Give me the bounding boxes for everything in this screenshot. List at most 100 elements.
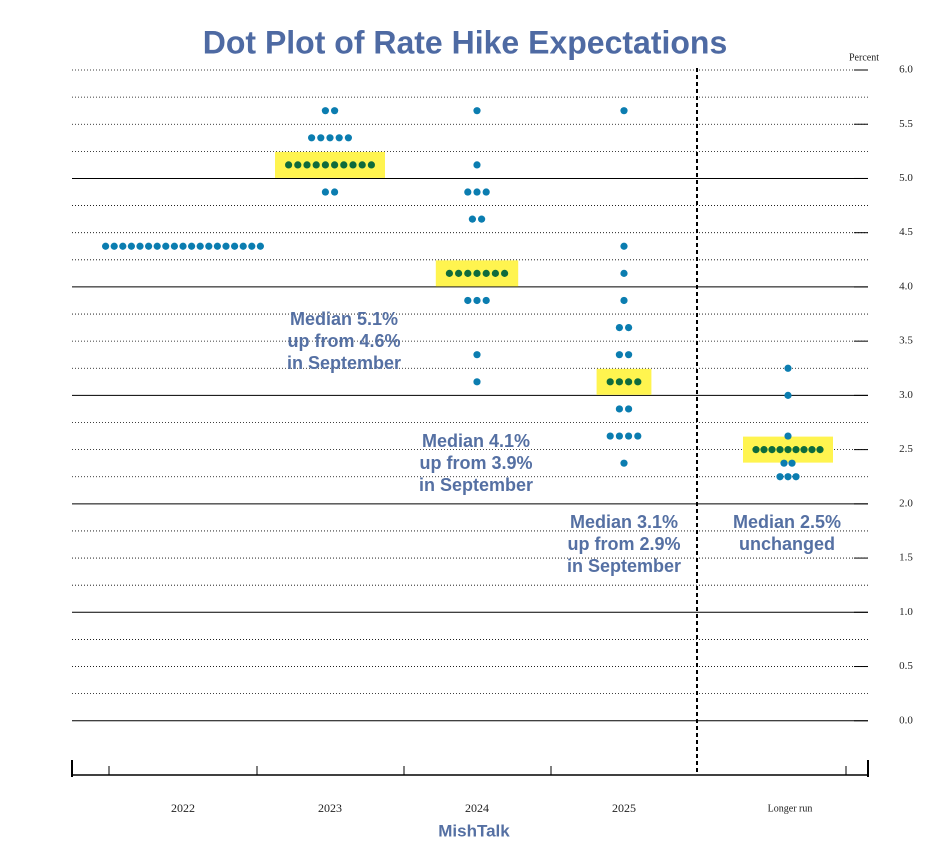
dot [620, 296, 628, 305]
annotation: up from 2.9% [567, 534, 680, 554]
dot [482, 269, 490, 277]
dot [102, 242, 110, 250]
dot [800, 446, 808, 454]
dot [321, 107, 329, 115]
dot [473, 351, 481, 359]
dot [792, 473, 800, 481]
chart-title: Dot Plot of Rate Hike Expectations [203, 24, 728, 60]
dot [464, 296, 472, 305]
dot [205, 242, 213, 250]
dot [780, 459, 788, 467]
dot [196, 242, 204, 250]
dot [464, 188, 472, 196]
annotation: in September [419, 475, 533, 495]
y-tick-label: 0.5 [899, 660, 913, 672]
dot [768, 446, 776, 454]
dot [606, 378, 614, 386]
y-tick-label: 5.0 [899, 172, 913, 184]
dot [606, 432, 614, 440]
dot [776, 473, 784, 481]
dot [615, 405, 624, 413]
y-tick-label: 2.5 [899, 443, 913, 455]
dot [473, 296, 481, 305]
dot [317, 134, 325, 142]
dot [625, 378, 633, 386]
y-tick-label: 4.0 [899, 280, 913, 292]
dot [784, 391, 792, 399]
dot [464, 269, 472, 277]
annotation: Median 4.1% [422, 431, 530, 451]
y-tick-label: 0.0 [899, 714, 913, 726]
dot [455, 269, 463, 277]
dot [331, 161, 339, 169]
dot [615, 351, 624, 359]
dot [321, 188, 329, 196]
dot [634, 378, 642, 386]
dot [491, 269, 499, 277]
dot [620, 242, 628, 250]
dot [473, 107, 481, 115]
dot [776, 446, 784, 454]
dot [179, 242, 187, 250]
dot [256, 242, 264, 250]
dot [784, 446, 792, 454]
dot [473, 188, 481, 196]
dot [816, 446, 824, 454]
dot [482, 296, 490, 305]
dot [119, 242, 127, 250]
dot [625, 405, 633, 413]
x-tick-label: 2023 [318, 801, 342, 815]
dot [808, 446, 816, 454]
dot [615, 432, 624, 440]
dot [213, 242, 221, 250]
dot [248, 242, 256, 250]
dot [501, 269, 509, 277]
dot [752, 446, 760, 454]
dot [625, 323, 633, 332]
dot [473, 269, 481, 277]
y-tick-label: 4.5 [899, 226, 913, 238]
median-highlight [275, 151, 385, 178]
dot [153, 242, 161, 250]
dot [136, 242, 144, 250]
dot [792, 446, 800, 454]
dot [331, 188, 339, 196]
dot [784, 364, 792, 372]
x-tick-label: 2022 [171, 801, 195, 815]
dot [222, 242, 230, 250]
dot [303, 161, 311, 169]
annotation: Median 5.1% [290, 309, 398, 329]
dot [331, 107, 339, 115]
dot [482, 188, 490, 196]
y-tick-label: 6.0 [899, 64, 913, 76]
dot [468, 215, 476, 223]
dot [170, 242, 178, 250]
dot [620, 107, 628, 115]
y-tick-label: 3.0 [899, 389, 913, 401]
dot [788, 459, 796, 467]
dot [239, 242, 247, 250]
dot [110, 242, 118, 250]
y-tick-label: 1.0 [899, 606, 913, 618]
dot [445, 269, 453, 277]
dot [127, 242, 135, 250]
x-tick-label: Longer run [768, 803, 813, 814]
dot [145, 242, 153, 250]
dot [760, 446, 768, 454]
annotation: Median 3.1% [570, 512, 678, 532]
annotation: up from 4.6% [287, 331, 400, 351]
dot [285, 161, 293, 169]
y-tick-label: 5.5 [899, 118, 913, 130]
annotation: in September [567, 556, 681, 576]
annotation: unchanged [739, 534, 835, 554]
dot [473, 161, 481, 169]
annotation: Median 2.5% [733, 512, 841, 532]
y-tick-label: 2.0 [899, 497, 913, 509]
dot [349, 161, 357, 169]
dot [335, 134, 343, 142]
dot [620, 269, 628, 277]
y-unit: Percent [849, 52, 879, 63]
dot [615, 323, 624, 332]
median-highlight [596, 368, 652, 395]
